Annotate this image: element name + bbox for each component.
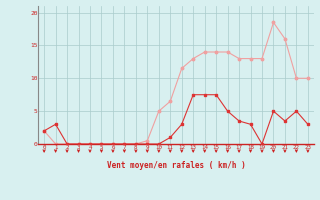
X-axis label: Vent moyen/en rafales ( km/h ): Vent moyen/en rafales ( km/h ) bbox=[107, 161, 245, 170]
